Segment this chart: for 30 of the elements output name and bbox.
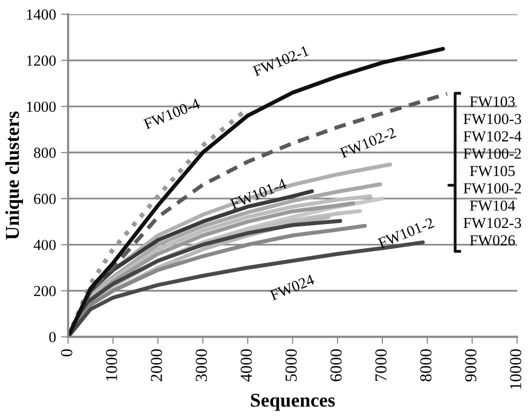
annotation: FW026 (470, 235, 515, 246)
x-tick-label: 6000 (330, 349, 342, 382)
y-tick-label: 1400 (27, 9, 56, 20)
x-tick-label: 2000 (150, 349, 162, 382)
annotation: FW100-2 (464, 148, 521, 159)
y-axis-title: Unique clusters (5, 111, 23, 240)
y-tick-label: 200 (34, 286, 56, 296)
x-tick-label: 9000 (465, 349, 476, 382)
annotation: FW102-3 (464, 218, 522, 228)
annotation: FW105 (470, 166, 515, 176)
x-tick-label: 10000 (510, 349, 522, 389)
annotation: FW100-2 (464, 183, 521, 194)
x-tick-label: 1000 (106, 349, 118, 381)
y-tick-label: 600 (34, 194, 56, 204)
y-tick-label: 400 (34, 240, 56, 250)
x-tick-label: 0 (61, 349, 72, 356)
y-tick-label: 800 (34, 148, 56, 158)
y-tick-label: 1000 (27, 102, 56, 112)
x-tick-label: 8000 (420, 349, 432, 382)
x-axis-title: Sequences (250, 394, 335, 411)
x-tick-label: 5000 (286, 349, 297, 382)
x-tick-label: 3000 (196, 349, 207, 382)
x-tick-label: 7000 (375, 349, 387, 381)
y-tick-label: 0 (49, 332, 56, 342)
annotation: FW103 (470, 96, 515, 107)
x-tick-label: 4000 (240, 349, 252, 382)
annotation: FW102-4 (464, 131, 522, 142)
annotation: FW104 (470, 200, 516, 211)
y-tick-label: 1200 (27, 56, 56, 66)
annotation: FW100-3 (464, 114, 522, 124)
